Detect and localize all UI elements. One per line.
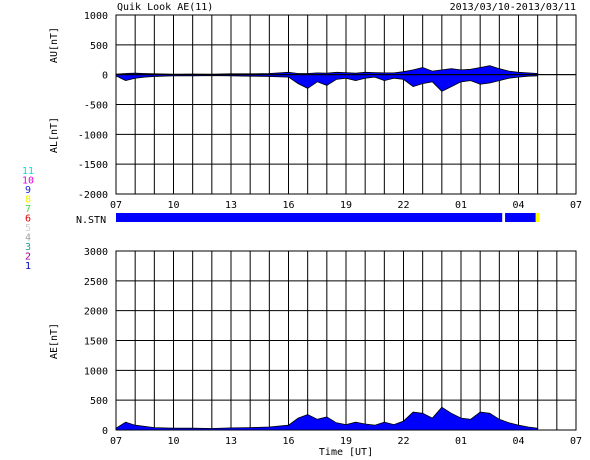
station-legend-label: 3 (25, 242, 31, 253)
x-tick-label: 13 (225, 200, 237, 211)
station-legend-label: 7 (25, 204, 31, 215)
y-tick-label: 3000 (84, 247, 108, 258)
station-legend-label: 2 (25, 252, 31, 263)
ae-series-area (115, 406, 539, 431)
x-tick-label: 04 (512, 200, 524, 211)
nstn-segment (505, 213, 536, 222)
x-tick-label: 07 (110, 436, 122, 447)
au-series-area (115, 65, 539, 76)
nstn-segment (116, 213, 503, 222)
station-legend-label: 9 (25, 185, 31, 196)
ae-axis-label: AE[nT] (49, 323, 60, 359)
x-tick-label: 22 (397, 436, 409, 447)
y-tick-label: -1500 (78, 160, 108, 171)
y-tick-label: 2500 (84, 277, 108, 288)
y-tick-label: 500 (90, 396, 108, 407)
station-legend-label: 8 (25, 195, 31, 206)
y-tick-label: 0 (102, 71, 108, 82)
al-axis-label: AL[nT] (49, 117, 60, 153)
x-tick-label: 07 (110, 200, 122, 211)
station-legend-label: 4 (25, 233, 31, 244)
x-tick-label: 19 (340, 436, 352, 447)
x-tick-label: 13 (225, 436, 237, 447)
x-axis-title: Time [UT] (319, 447, 373, 458)
y-tick-label: -2000 (78, 190, 108, 201)
x-tick-label: 22 (397, 200, 409, 211)
y-tick-label: 2000 (84, 307, 108, 318)
x-tick-label: 10 (167, 436, 179, 447)
station-legend-label: 10 (22, 176, 34, 187)
station-legend-label: 5 (25, 223, 31, 234)
y-tick-label: 0 (102, 426, 108, 437)
x-tick-label: 16 (282, 200, 294, 211)
y-tick-label: 500 (90, 41, 108, 52)
y-tick-label: 1000 (84, 11, 108, 22)
al-series-area (115, 74, 539, 92)
x-tick-label: 07 (570, 436, 582, 447)
nstn-strip (116, 213, 540, 222)
chart-title: Quik Look AE(11) (117, 2, 213, 13)
nstn-segment (535, 213, 540, 222)
x-tick-label: 19 (340, 200, 352, 211)
date-range: 2013/03/10-2013/03/11 (450, 2, 576, 13)
y-tick-label: -1000 (78, 130, 108, 141)
station-legend-label: 6 (25, 214, 31, 225)
au-axis-label: AU[nT] (49, 27, 60, 63)
x-tick-label: 01 (455, 200, 467, 211)
x-tick-label: 10 (167, 200, 179, 211)
nstn-label: N.STN (76, 215, 106, 226)
y-tick-label: 1500 (84, 337, 108, 348)
y-tick-label: 1000 (84, 366, 108, 377)
x-tick-label: 16 (282, 436, 294, 447)
station-legend-label: 1 (25, 261, 31, 272)
x-tick-label: 04 (512, 436, 524, 447)
x-tick-label: 01 (455, 436, 467, 447)
station-legend-label: 11 (22, 166, 34, 177)
x-tick-label: 07 (570, 200, 582, 211)
y-tick-label: -500 (84, 101, 108, 112)
